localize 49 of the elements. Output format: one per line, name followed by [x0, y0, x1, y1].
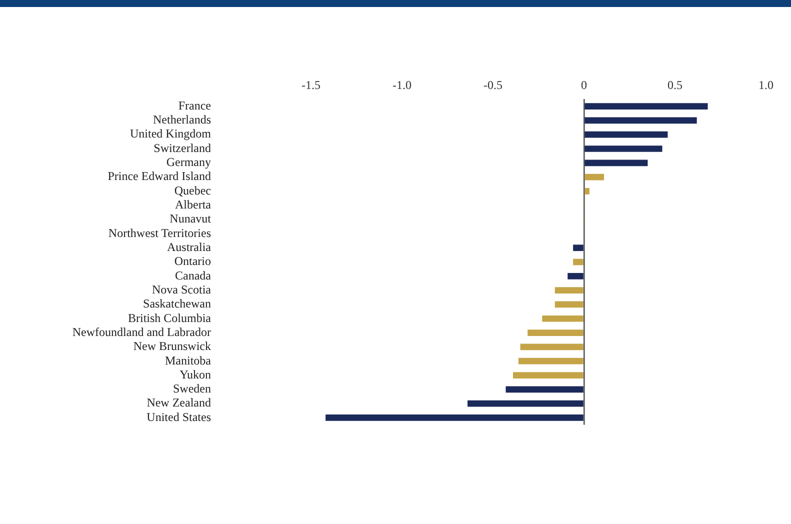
- y-tick-label: New Brunswick: [133, 339, 211, 354]
- y-tick-label: Northwest Territories: [108, 226, 212, 240]
- bar: [468, 400, 584, 407]
- y-tick-label: Newfoundland and Labrador: [72, 324, 211, 339]
- y-tick-label: Switzerland: [154, 140, 211, 155]
- y-tick-label: Netherlands: [153, 112, 212, 127]
- bar: [584, 160, 648, 166]
- bar: [513, 372, 584, 378]
- y-tick-label: United States: [146, 410, 212, 424]
- y-tick-label: Germany: [166, 155, 211, 170]
- y-tick-label: New Zealand: [146, 396, 211, 410]
- y-tick-label: Manitoba: [165, 353, 212, 368]
- bar: [518, 358, 584, 364]
- y-tick-label: Alberta: [175, 198, 212, 212]
- y-tick-label: Yukon: [180, 367, 211, 382]
- x-tick-label: -0.5: [484, 78, 502, 92]
- bar: [584, 117, 697, 124]
- bar: [568, 272, 584, 280]
- bar: [584, 103, 708, 110]
- x-tick-label: -1.5: [302, 78, 320, 92]
- y-tick-label: Sweden: [173, 382, 211, 396]
- bar: [584, 188, 590, 194]
- x-tick-label: 0.5: [668, 78, 682, 92]
- y-tick-label: Ontario: [174, 254, 211, 268]
- y-tick-label: United Kingdom: [130, 126, 212, 141]
- bar: [506, 386, 584, 393]
- y-tick-label: Nunavut: [170, 212, 212, 226]
- y-tick-label: British Columbia: [128, 310, 212, 325]
- y-tick-label: Australia: [167, 240, 212, 254]
- y-tick-label: Nova Scotia: [152, 282, 212, 296]
- y-tick-label: Quebec: [174, 183, 211, 198]
- bar: [584, 174, 604, 180]
- x-tick-label: 0: [581, 78, 587, 92]
- bar: [554, 301, 584, 308]
- bar: [584, 131, 668, 138]
- y-tick-label: Canada: [175, 268, 212, 282]
- bar: [542, 315, 584, 322]
- bar: [584, 146, 662, 152]
- bar: [520, 344, 584, 350]
- x-tick-label: 1.0: [758, 78, 774, 92]
- bar: [573, 258, 584, 266]
- bar: [528, 330, 584, 336]
- y-tick-label: France: [178, 98, 211, 112]
- y-tick-label: Prince Edward Island: [108, 169, 211, 184]
- y-tick-label: Saskatchewan: [143, 296, 211, 311]
- x-tick-label: -1.0: [392, 78, 412, 92]
- bar: [573, 244, 584, 252]
- bar: [326, 414, 584, 421]
- bar: [554, 287, 584, 294]
